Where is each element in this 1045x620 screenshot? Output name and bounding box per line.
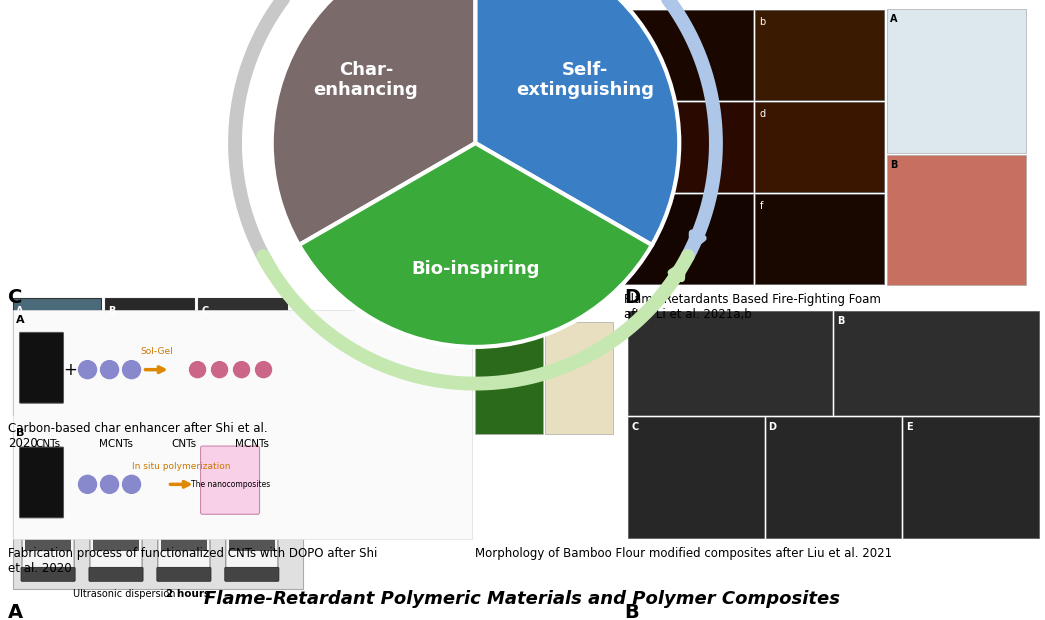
Bar — [756, 102, 884, 192]
FancyBboxPatch shape — [20, 332, 64, 403]
Text: A: A — [8, 603, 23, 620]
FancyBboxPatch shape — [201, 446, 259, 514]
Text: The nanocomposites: The nanocomposites — [191, 480, 271, 489]
Text: Carbon-based char enhancer after Shi et al.
2020: Carbon-based char enhancer after Shi et … — [8, 422, 268, 450]
Text: Self-
extinguishing: Self- extinguishing — [516, 61, 654, 99]
Bar — [93, 536, 139, 551]
Circle shape — [122, 361, 140, 379]
Bar — [766, 417, 901, 538]
Text: B: B — [109, 306, 116, 316]
Bar — [13, 431, 303, 589]
Text: +: + — [64, 361, 77, 379]
Text: Bio-inspiring: Bio-inspiring — [412, 260, 539, 278]
Text: A: A — [631, 316, 638, 326]
Bar — [161, 447, 207, 536]
Text: A: A — [16, 315, 24, 325]
FancyBboxPatch shape — [90, 442, 142, 569]
Text: b: b — [760, 17, 766, 27]
Text: D: D — [624, 288, 640, 308]
Wedge shape — [475, 0, 679, 245]
Bar — [625, 11, 753, 100]
Bar — [625, 194, 753, 284]
FancyBboxPatch shape — [89, 567, 143, 582]
Bar — [756, 194, 884, 284]
Bar — [13, 310, 472, 539]
Bar — [756, 11, 884, 100]
Text: d: d — [760, 109, 766, 119]
Wedge shape — [299, 143, 652, 347]
Text: Sol-Gel: Sol-Gel — [140, 347, 172, 356]
Bar — [25, 536, 71, 551]
Text: B: B — [837, 316, 844, 326]
Text: a: a — [629, 17, 635, 27]
FancyBboxPatch shape — [225, 567, 279, 582]
Text: 2 hours: 2 hours — [165, 589, 210, 599]
FancyBboxPatch shape — [22, 442, 74, 569]
Text: CNTs: CNTs — [36, 439, 61, 449]
Text: C: C — [631, 422, 638, 432]
Text: C: C — [202, 306, 208, 316]
Circle shape — [100, 361, 118, 379]
Circle shape — [122, 476, 140, 494]
Bar — [229, 447, 275, 536]
Text: Flame Retardants Based Fire-Fighting Foam
after Li et al. 2021a,b: Flame Retardants Based Fire-Fighting Foa… — [624, 293, 881, 321]
Bar — [545, 322, 613, 434]
FancyBboxPatch shape — [226, 442, 278, 569]
Bar — [161, 536, 207, 551]
Text: Fabrication process of functionalized CNTs with DOPO after Shi
et al. 2020: Fabrication process of functionalized CN… — [8, 547, 377, 575]
Circle shape — [211, 361, 228, 378]
Text: In situ polymerization: In situ polymerization — [133, 461, 231, 471]
Text: MCNTs: MCNTs — [99, 439, 133, 449]
Circle shape — [233, 361, 250, 378]
Text: C: C — [8, 288, 23, 308]
Bar — [903, 417, 1039, 538]
Text: B: B — [16, 428, 24, 438]
Bar — [229, 536, 275, 551]
Text: Char-
enhancing: Char- enhancing — [314, 61, 418, 99]
Text: f: f — [760, 202, 763, 211]
Bar — [887, 9, 1026, 153]
Bar — [475, 322, 543, 434]
Text: Morphology of Bamboo Flour modified composites after Liu et al. 2021: Morphology of Bamboo Flour modified comp… — [475, 547, 892, 560]
Text: Flame-Retardant Polymeric Materials and Polymer Composites: Flame-Retardant Polymeric Materials and … — [205, 590, 840, 608]
Text: MCNTs: MCNTs — [235, 439, 269, 449]
Circle shape — [100, 476, 118, 494]
FancyBboxPatch shape — [21, 567, 75, 582]
Text: B: B — [890, 160, 898, 170]
Bar — [106, 298, 194, 415]
Circle shape — [78, 476, 96, 494]
Text: E: E — [906, 422, 913, 432]
Circle shape — [189, 361, 206, 378]
Text: B: B — [624, 603, 638, 620]
Text: CNTs: CNTs — [171, 439, 196, 449]
Text: D: D — [768, 422, 776, 432]
Bar — [834, 311, 1039, 415]
Text: c: c — [629, 109, 634, 119]
Bar — [13, 298, 101, 415]
Bar — [25, 447, 71, 536]
Bar — [887, 155, 1026, 285]
Bar — [625, 102, 753, 192]
FancyBboxPatch shape — [20, 447, 64, 518]
Circle shape — [78, 361, 96, 379]
Bar — [628, 311, 833, 415]
Text: A: A — [16, 306, 23, 316]
Text: A: A — [890, 14, 898, 24]
Circle shape — [256, 361, 272, 378]
FancyBboxPatch shape — [157, 567, 211, 582]
Text: Ultrasonic dispersion: Ultrasonic dispersion — [73, 589, 176, 599]
Bar — [628, 417, 764, 538]
FancyBboxPatch shape — [158, 442, 210, 569]
Bar — [93, 447, 139, 536]
Bar — [199, 298, 287, 415]
Wedge shape — [272, 0, 475, 245]
Text: e: e — [629, 202, 635, 211]
